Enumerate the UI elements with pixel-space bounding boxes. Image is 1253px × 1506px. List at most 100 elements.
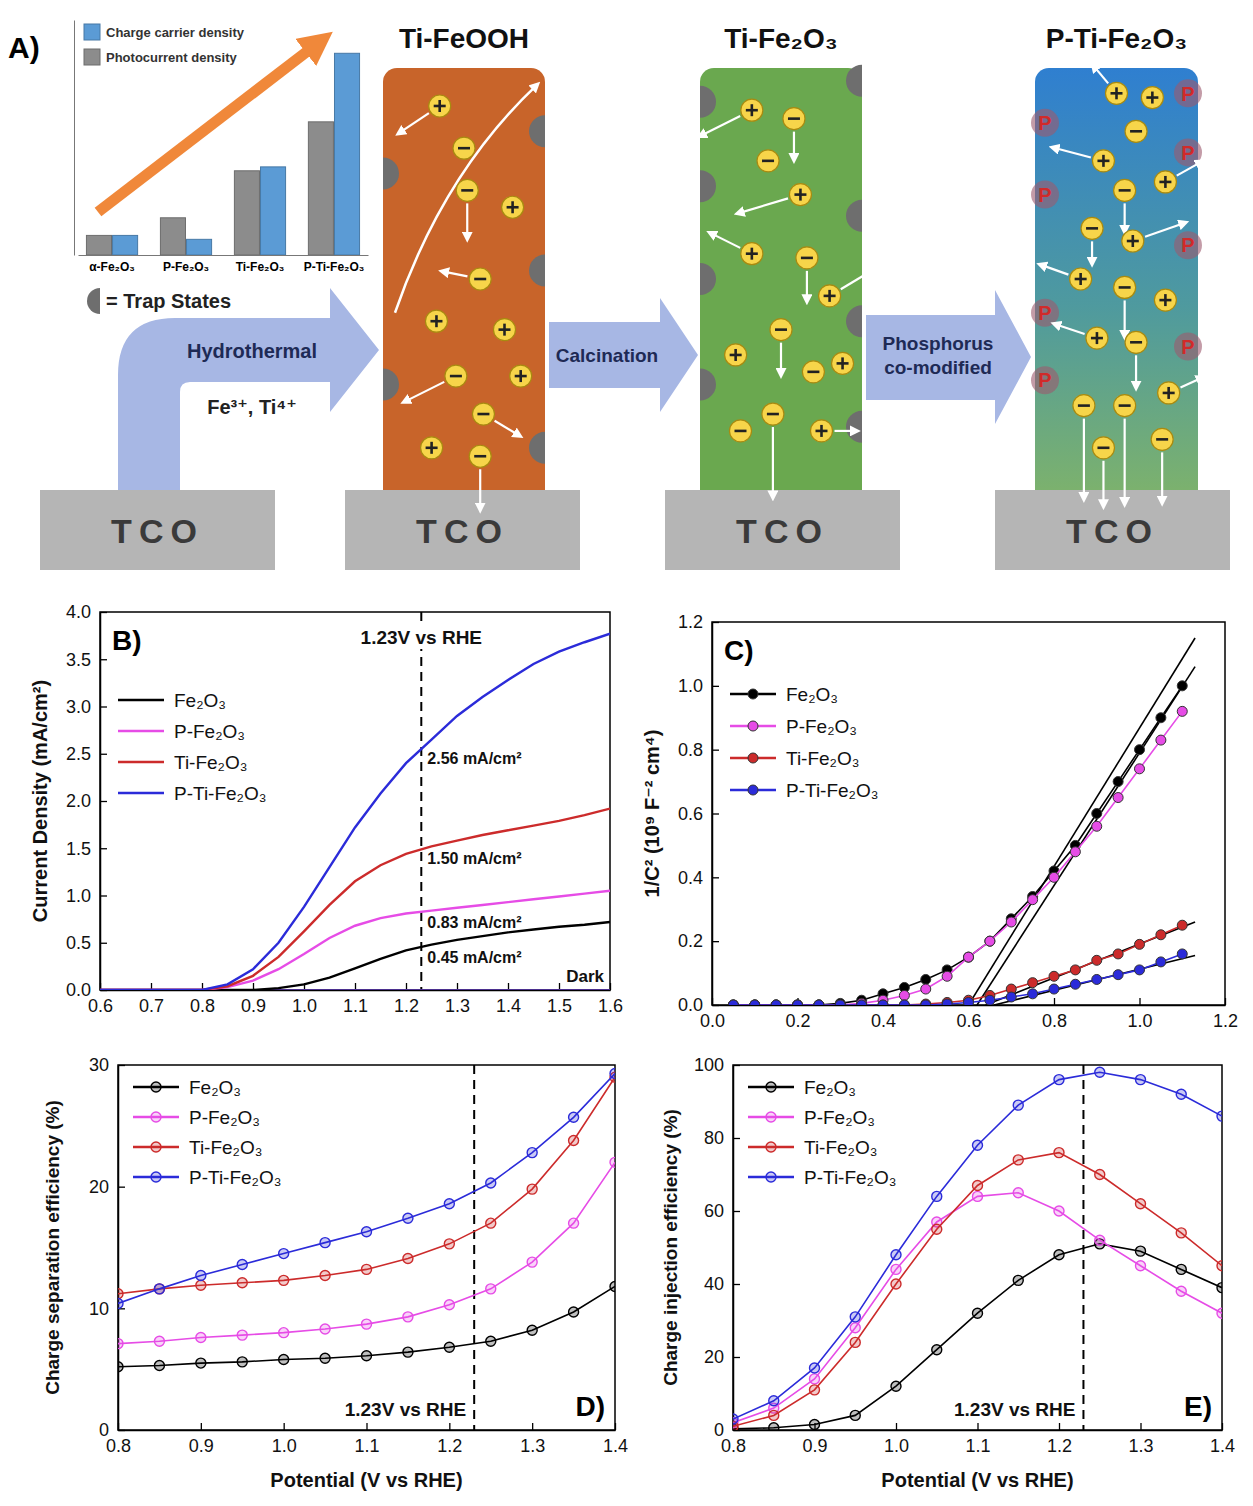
plot-frame <box>733 1065 1222 1430</box>
x-tick-label: 0.9 <box>189 1436 214 1456</box>
legend-label: Ti-Fe₂O₃ <box>174 752 248 773</box>
carrier-path <box>479 469 481 509</box>
dopant-site <box>1174 231 1202 259</box>
annotation: 2.56 mA/cm² <box>427 750 521 767</box>
annotation: 0.45 mA/cm² <box>427 949 521 966</box>
series-line <box>733 711 1182 1005</box>
trap-state <box>700 263 716 295</box>
data-point <box>942 999 952 1005</box>
electron <box>1125 331 1147 353</box>
legend-swatch <box>84 24 100 40</box>
trap-state <box>846 411 862 443</box>
x-axis-title: Potential (V vs RHE) <box>881 1469 1073 1491</box>
data-point <box>154 1284 164 1294</box>
x-tick-label: 1.0 <box>292 996 317 1016</box>
x-tick-mark <box>366 1423 367 1430</box>
trap-state <box>383 158 399 190</box>
hole <box>1106 82 1128 104</box>
y-tick-mark <box>100 801 107 802</box>
y-tick-mark <box>100 895 107 896</box>
y-tick: 40 <box>704 1274 740 1294</box>
x-tick-label: 0.8 <box>1042 1011 1067 1031</box>
bar <box>113 235 138 255</box>
carrier-path <box>1055 324 1085 334</box>
data-point <box>964 997 974 1005</box>
charge-sign <box>503 324 506 336</box>
data-point <box>932 1191 942 1201</box>
data-point <box>814 1000 824 1005</box>
data-point <box>1092 809 1102 819</box>
data-point <box>362 1319 372 1329</box>
data-point <box>1070 847 1080 857</box>
legend-label: Fe₂O₃ <box>189 1077 241 1098</box>
y-axis-line <box>118 1066 120 1431</box>
electron <box>796 247 818 269</box>
data-point <box>1113 777 1123 787</box>
y-tick: 2.5 <box>66 744 107 764</box>
legend-item: P-Ti-Fe₂O₃ <box>748 1167 897 1188</box>
charge-sign <box>1119 286 1131 289</box>
y-tick: 20 <box>89 1177 125 1197</box>
carrier-path <box>495 421 520 436</box>
y-tick-mark <box>733 1138 740 1139</box>
data-point <box>810 1363 820 1373</box>
data-point <box>771 1000 781 1005</box>
y-tick-label: 1.0 <box>678 676 703 696</box>
electron <box>757 150 779 172</box>
carrier-path <box>1161 452 1163 502</box>
y-tick-mark <box>712 622 719 623</box>
y-tick-mark <box>100 990 107 991</box>
trap-state <box>700 86 716 118</box>
y-axis-title: Charge separation efficiency (%) <box>42 1100 63 1395</box>
charge-sign <box>1151 92 1154 104</box>
y-tick: 0.6 <box>678 804 719 824</box>
carrier-path <box>738 198 788 213</box>
y-axis: 0.00.51.01.52.02.53.03.54.0 <box>66 602 107 1000</box>
x-tick-label: 1.6 <box>598 996 623 1016</box>
carrier-path <box>1124 300 1126 336</box>
charge-sign <box>511 201 514 213</box>
data-point <box>118 1298 123 1308</box>
y-axis-title: Charge injection efficiency (%) <box>660 1109 681 1386</box>
substrate <box>995 490 1230 570</box>
legend-item: Ti-Fe₂O₃ <box>118 752 248 773</box>
data-point <box>891 1381 901 1391</box>
carrier-path <box>1040 265 1068 275</box>
charge-sign <box>438 100 441 112</box>
series-line <box>733 925 1182 1005</box>
step-label: Calcination <box>556 345 658 366</box>
stage-title: Ti-FeOOH <box>399 23 529 54</box>
legend-item: Ti-Fe₂O₃ <box>133 1137 263 1158</box>
y-axis: 020406080100 <box>694 1055 740 1440</box>
data-point <box>899 990 909 1000</box>
y-tick-label: 10 <box>89 1299 109 1319</box>
data-point <box>1006 992 1016 1002</box>
hole <box>425 310 447 332</box>
data-point <box>1113 793 1123 803</box>
charge-sign <box>477 413 489 416</box>
dopant-label: P <box>1038 112 1051 134</box>
charge-sign <box>1115 87 1118 99</box>
data-point <box>857 1000 867 1005</box>
hole <box>510 365 532 387</box>
hole <box>1154 171 1176 193</box>
legend-marker <box>748 689 758 699</box>
electron <box>1114 395 1136 417</box>
x-tick-label: 0.4 <box>871 1011 896 1031</box>
plot-frame <box>100 612 610 990</box>
y-tick-mark <box>118 1187 125 1188</box>
plot-data <box>86 53 359 255</box>
charge-sign <box>801 257 813 260</box>
x-tick-label: α-Fe₂O₃ <box>89 260 135 274</box>
legend-item: Fe₂O₃ <box>118 690 226 711</box>
data-point <box>403 1213 413 1223</box>
legend-swatch <box>118 761 164 763</box>
data-point <box>486 1178 496 1188</box>
data-point <box>810 1374 820 1384</box>
x-tick-mark <box>201 1423 202 1430</box>
legend-item: Ti-Fe₂O₃ <box>748 1137 878 1158</box>
legend-label: Ti-Fe₂O₃ <box>189 1137 263 1158</box>
y-tick-mark <box>733 1430 740 1431</box>
x-tick-label: 1.1 <box>354 1436 379 1456</box>
data-point <box>279 1249 289 1259</box>
